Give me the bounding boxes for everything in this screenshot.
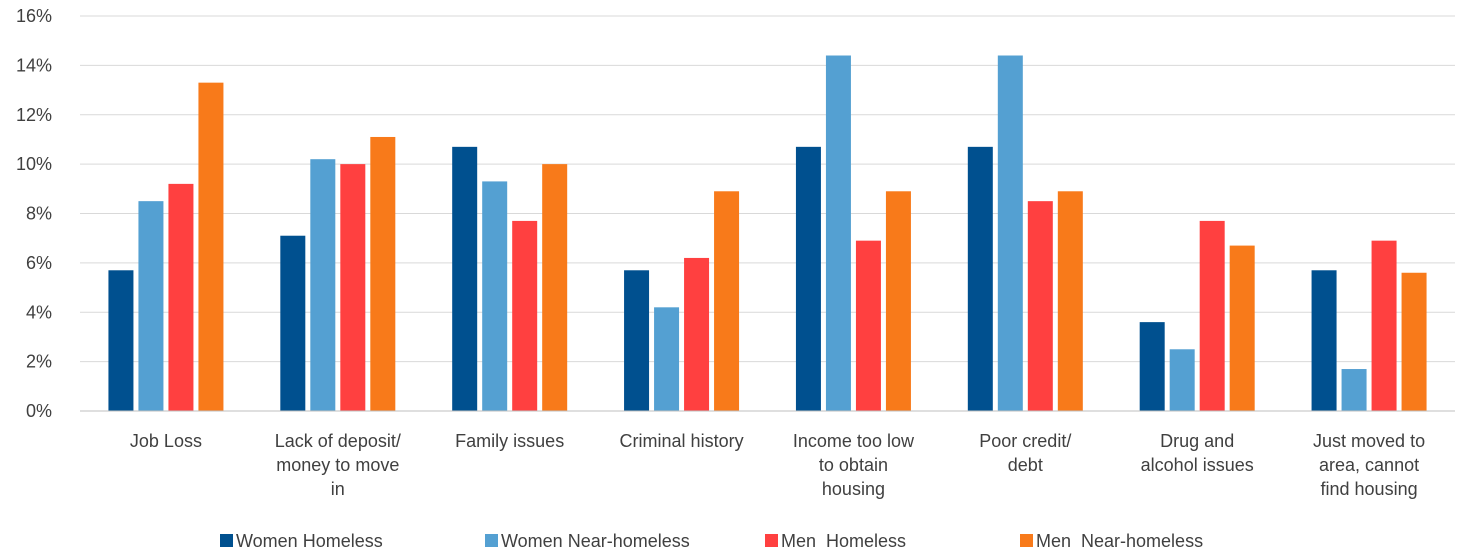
legend-swatch [765,534,778,547]
bar [1401,272,1427,411]
y-tick-label: 8% [26,204,52,224]
legend-item: Men Homeless [765,531,906,551]
x-axis-category-labels: Job Loss Lack of deposit/money to move in F… [130,431,1425,499]
bar [1311,270,1337,411]
bar [967,146,993,411]
x-category-label-line: Family issues [455,431,564,451]
bar [795,146,821,411]
x-category-label-line: housing [822,479,885,499]
bar [1057,191,1083,411]
y-axis-tick-labels: 0% 2% 4% 6% 8% 10% 12% 14% 16% [16,6,52,421]
bar [512,220,538,411]
x-category-label-line: debt [1008,455,1043,475]
x-category-label-line: Criminal history [620,431,744,451]
x-category-label-line: Income too low [793,431,915,451]
x-category-label-line: Poor credit/ [979,431,1071,451]
bar [1229,245,1255,411]
bar [654,307,680,411]
x-category-label-line: alcohol issues [1141,455,1254,475]
bar [997,55,1023,411]
legend-swatch [220,534,233,547]
bar [1341,369,1367,411]
legend-label: Men Homeless [781,531,906,551]
legend-item: Men Near-homeless [1020,531,1203,551]
bar [1027,201,1053,411]
legend-label: Men Near-homeless [1036,531,1203,551]
bar [370,136,396,411]
bar [310,159,336,411]
bar [482,181,508,411]
legend-item: Women Near-homeless [485,531,690,551]
bar [624,270,650,411]
y-tick-label: 2% [26,352,52,372]
bar [138,201,164,411]
bar [1371,240,1397,411]
y-tick-label: 16% [16,6,52,26]
bar [1169,349,1195,411]
bar [825,55,851,411]
legend: Women Homeless Women Near-homeless Men Hom… [220,531,1203,551]
bar [280,235,306,411]
bar [714,191,740,411]
legend-label: Women Near-homeless [501,531,690,551]
legend-item: Women Homeless [220,531,383,551]
x-category-label: Income too low to obtain housing [793,431,915,499]
x-category-label: Just moved to area, cannot find housing [1313,431,1425,499]
bar [1199,220,1225,411]
x-category-label-line: in [331,479,345,499]
bar [168,183,194,411]
x-category-label: Drug and alcohol issues [1141,431,1254,475]
bar [684,257,710,411]
legend-swatch [485,534,498,547]
bar [452,146,478,411]
x-category-label-line: to obtain [819,455,888,475]
y-tick-label: 4% [26,302,52,322]
x-category-label: Poor credit/debt [979,431,1071,475]
bar [855,240,881,411]
x-category-label-line: Just moved to [1313,431,1425,451]
x-category-label-line: area, cannot [1319,455,1419,475]
bar [198,82,224,411]
bar [340,164,366,411]
x-category-label: Job Loss [130,431,202,451]
bar [108,270,134,411]
y-tick-label: 10% [16,154,52,174]
y-tick-label: 6% [26,253,52,273]
x-category-label-line: money to move [276,455,399,475]
y-tick-label: 14% [16,55,52,75]
x-category-label-line: Job Loss [130,431,202,451]
bar [885,191,911,411]
bars [108,55,1427,411]
legend-swatch [1020,534,1033,547]
gridlines [80,15,1455,363]
bar [542,164,568,411]
y-tick-label: 12% [16,105,52,125]
legend-label: Women Homeless [236,531,383,551]
x-category-label: Lack of deposit/money to move in [275,431,401,499]
x-category-label: Family issues [455,431,564,451]
bar [1139,322,1165,411]
x-category-label: Criminal history [620,431,744,451]
x-category-label-line: find housing [1321,479,1418,499]
x-category-label-line: Drug and [1160,431,1234,451]
x-category-label-line: Lack of deposit/ [275,431,401,451]
y-tick-label: 0% [26,401,52,421]
